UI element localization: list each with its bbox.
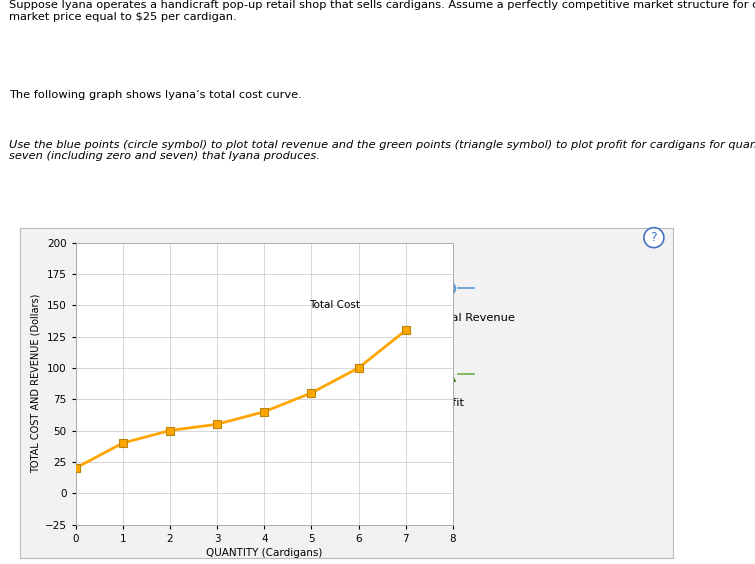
Text: Use the blue points (circle symbol) to plot total revenue and the green points (: Use the blue points (circle symbol) to p… bbox=[9, 140, 755, 161]
Y-axis label: TOTAL COST AND REVENUE (Dollars): TOTAL COST AND REVENUE (Dollars) bbox=[30, 294, 40, 473]
Text: Total Revenue: Total Revenue bbox=[435, 312, 515, 323]
Text: ?: ? bbox=[651, 231, 657, 244]
Text: The following graph shows Iyana’s total cost curve.: The following graph shows Iyana’s total … bbox=[9, 90, 302, 100]
Text: Profit: Profit bbox=[435, 398, 465, 408]
Text: Suppose Iyana operates a handicraft pop-up retail shop that sells cardigans. Ass: Suppose Iyana operates a handicraft pop-… bbox=[9, 0, 755, 21]
X-axis label: QUANTITY (Cardigans): QUANTITY (Cardigans) bbox=[206, 548, 322, 558]
Text: Total Cost: Total Cost bbox=[309, 299, 360, 310]
